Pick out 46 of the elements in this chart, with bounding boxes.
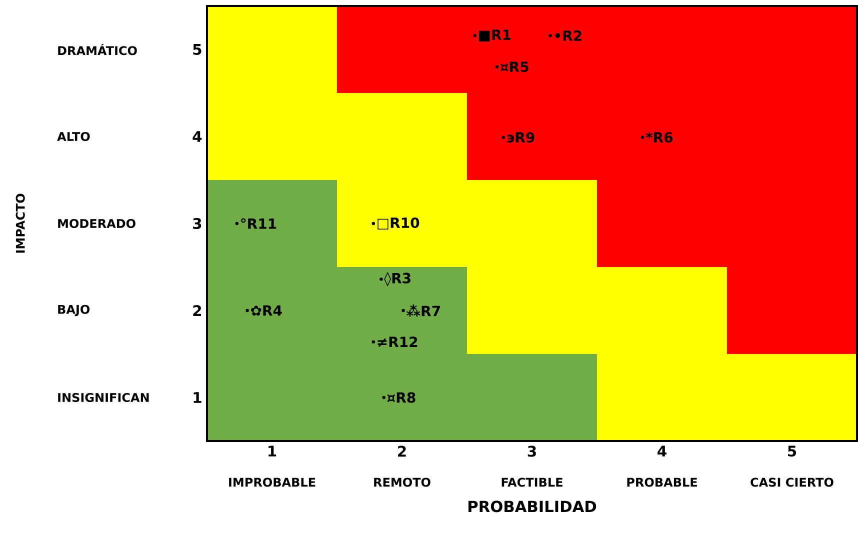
data-label: ≠R12	[378, 336, 418, 348]
data-label: ¤R8	[387, 392, 416, 403]
y-tick-label: 4	[192, 131, 202, 142]
data-label: ■R1	[479, 30, 511, 42]
point	[372, 222, 375, 226]
point	[473, 34, 476, 38]
data-label: •R2	[555, 30, 582, 41]
point	[548, 34, 552, 38]
text: REMOTO	[374, 478, 430, 487]
text: BAJO	[58, 304, 90, 316]
text: INSIGNIFICAN	[58, 392, 149, 402]
data-label: эR9	[507, 132, 534, 143]
data-label: °R11	[241, 218, 276, 229]
data-label: ¤R5	[500, 62, 528, 72]
point	[372, 340, 375, 344]
text: IMPROBABLE	[229, 478, 316, 487]
text: ALTO	[57, 132, 90, 142]
data-label: *R6	[646, 132, 673, 143]
text: MODERADO	[58, 218, 136, 228]
data-label: ⁂R7	[406, 304, 440, 317]
text: IMPACTO	[16, 194, 25, 253]
y-tick-label: 1	[194, 392, 202, 403]
x-tick-label: 1	[268, 446, 276, 456]
point	[382, 396, 386, 400]
point	[246, 308, 249, 312]
x-tick-label: 3	[528, 446, 536, 457]
y-tick-label: 3	[193, 218, 202, 230]
point	[402, 308, 405, 312]
point	[235, 222, 239, 226]
x-tick-label: 2	[398, 446, 406, 457]
point	[502, 136, 505, 139]
x-tick-label: 4	[658, 446, 666, 456]
text: CASI CIERTO	[750, 478, 834, 487]
text: PROBABLE	[627, 478, 697, 487]
text: DRAMÁTICO	[58, 44, 137, 56]
y-tick-label: 5	[193, 44, 202, 55]
point	[495, 65, 499, 69]
x-tick-label: 5	[788, 446, 796, 457]
x-axis-title: PROBABILIDAD	[468, 500, 596, 512]
text: FACTIBLE	[502, 478, 562, 487]
point	[380, 278, 383, 281]
y-tick-label: 2	[193, 305, 202, 316]
data-label: □R10	[378, 217, 420, 230]
point	[640, 136, 644, 139]
data-label: ✿R4	[250, 305, 282, 316]
data-label: ◊R3	[384, 272, 410, 286]
